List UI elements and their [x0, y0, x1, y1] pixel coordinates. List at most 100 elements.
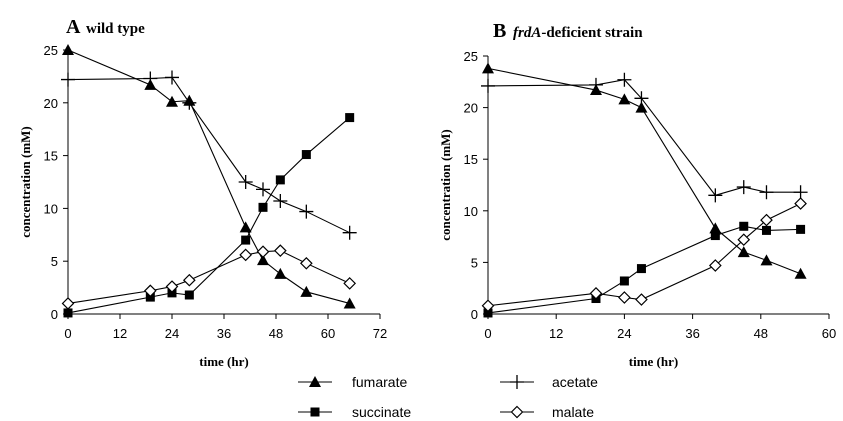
y-axis-label: concentration (mM)	[18, 126, 33, 238]
series-fumarate	[482, 62, 807, 279]
data-point-malate	[794, 197, 807, 210]
y-tick-label: 0	[51, 307, 58, 322]
data-point-fumarate	[300, 285, 313, 297]
data-point-succinate	[796, 224, 806, 234]
data-point-malate	[618, 291, 631, 304]
data-point-fumarate	[166, 95, 178, 107]
legend-entry-fumarate: fumarate	[298, 374, 407, 390]
chart-panel-b: 0 12 24 36 48 60 0 5 10 15 20 25 time (hr) concentrat…	[438, 20, 836, 369]
data-point-acetate	[736, 180, 751, 195]
y-tick-label: 5	[51, 254, 58, 269]
data-point-acetate	[165, 70, 179, 85]
x-tick-label: 0	[64, 326, 71, 341]
legend-marker-succinate	[310, 407, 320, 417]
y-tick-label: 10	[464, 204, 478, 219]
data-point-malate	[256, 245, 270, 259]
data-point-acetate	[299, 204, 314, 219]
series-malate	[61, 244, 357, 310]
y-tick-label: 15	[44, 149, 58, 164]
data-point-acetate	[273, 194, 288, 209]
data-point-succinate	[739, 221, 749, 231]
data-point-acetate	[238, 175, 253, 189]
series-malate	[481, 197, 807, 313]
series-fumarate	[62, 44, 356, 309]
series-acetate	[481, 72, 808, 203]
panel-letter: B	[493, 20, 506, 42]
x-tick-label: 60	[822, 326, 836, 341]
x-tick-label: 12	[113, 326, 127, 341]
data-point-malate	[239, 248, 253, 262]
legend-marker-fumarate	[309, 376, 321, 387]
x-tick-label: 0	[484, 326, 491, 341]
series-line-acetate	[487, 79, 801, 196]
data-point-fumarate	[62, 44, 74, 55]
y-axis-label: concentration (mM)	[438, 129, 453, 241]
data-point-fumarate	[737, 246, 750, 258]
data-point-succinate	[184, 290, 194, 300]
legend-label: malate	[552, 404, 594, 420]
legend-label: acetate	[552, 374, 598, 390]
legend-label: fumarate	[352, 374, 407, 390]
series-line-fumarate	[487, 67, 801, 275]
y-tick-label: 20	[464, 101, 478, 116]
series-line-malate	[487, 203, 801, 307]
data-point-succinate	[345, 113, 355, 123]
y-tick-label: 25	[44, 43, 58, 58]
data-point-malate	[589, 287, 603, 300]
data-point-succinate	[483, 308, 493, 318]
x-tick-label: 36	[217, 326, 231, 341]
data-point-malate	[273, 244, 287, 257]
data-point-malate	[635, 293, 648, 306]
data-point-acetate	[793, 185, 808, 200]
data-point-succinate	[258, 202, 268, 212]
data-point-acetate	[588, 77, 603, 92]
data-point-acetate	[143, 71, 158, 86]
y-tick-label: 10	[44, 201, 58, 216]
legend: fumarate acetate succinate malate	[298, 374, 598, 420]
data-point-fumarate	[618, 93, 631, 105]
data-point-acetate	[617, 72, 632, 87]
data-point-succinate	[636, 264, 646, 274]
data-point-malate	[182, 273, 196, 287]
data-point-malate	[165, 280, 179, 293]
data-point-malate	[481, 299, 495, 313]
chart-panel-a: 0 12 24 36 48 60 72 0 5 10 15 20 25 time (hr) concentr…	[18, 16, 387, 369]
data-point-acetate	[708, 188, 723, 203]
data-point-malate	[708, 259, 722, 272]
data-point-fumarate	[794, 267, 807, 279]
data-point-acetate	[759, 185, 774, 200]
data-point-malate	[343, 277, 357, 290]
data-point-fumarate	[760, 254, 773, 266]
data-point-acetate	[256, 182, 270, 197]
y-tick-label: 0	[471, 307, 478, 322]
data-point-fumarate	[239, 221, 252, 233]
data-point-acetate	[481, 78, 495, 93]
legend-marker-malate	[510, 405, 524, 419]
x-tick-label: 60	[321, 326, 335, 341]
data-point-succinate	[301, 150, 311, 160]
legend-entry-acetate: acetate	[500, 374, 598, 390]
x-tick-label: 72	[373, 326, 387, 341]
x-tick-label: 48	[754, 326, 768, 341]
y-tick-label: 20	[44, 96, 58, 111]
data-point-malate	[61, 297, 75, 310]
x-tick-label: 48	[269, 326, 283, 341]
x-axis-label: time (hr)	[629, 354, 678, 369]
series-acetate	[61, 70, 357, 240]
y-tick-label: 15	[464, 152, 478, 167]
data-point-succinate	[275, 175, 285, 185]
y-tick-label: 5	[471, 255, 478, 270]
series-succinate	[483, 221, 806, 318]
x-tick-label: 36	[685, 326, 699, 341]
data-point-succinate	[710, 231, 720, 241]
x-tick-label: 12	[549, 326, 563, 341]
data-point-fumarate	[709, 222, 722, 234]
data-point-fumarate	[482, 62, 494, 74]
legend-label: succinate	[352, 404, 411, 420]
data-point-succinate	[619, 276, 629, 286]
panel-title: frdA-deficient strain	[513, 25, 643, 41]
data-point-acetate	[182, 95, 197, 110]
x-axis-label: time (hr)	[199, 354, 248, 369]
x-tick-label: 24	[165, 326, 179, 341]
